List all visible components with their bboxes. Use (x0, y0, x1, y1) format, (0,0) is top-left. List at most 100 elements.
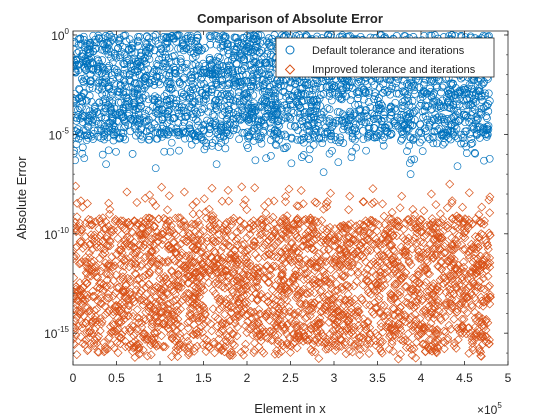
marker-default (267, 42, 275, 50)
marker-default (217, 139, 225, 147)
marker-default (175, 78, 184, 86)
marker-default (228, 65, 237, 74)
marker-default (222, 62, 231, 71)
marker-default (297, 92, 305, 101)
marker-default (265, 64, 274, 73)
marker-default (273, 117, 282, 126)
marker-default (359, 113, 368, 122)
marker-default (240, 85, 249, 94)
marker-default (89, 115, 98, 124)
marker-default (259, 127, 268, 136)
marker-default (328, 84, 337, 92)
marker-default (239, 57, 248, 65)
marker-default (101, 32, 110, 40)
marker-default (100, 130, 109, 139)
marker-default (215, 95, 224, 104)
marker-default (73, 149, 78, 158)
marker-default (271, 140, 280, 149)
marker-default (374, 129, 383, 138)
marker-default (346, 113, 355, 121)
marker-default (98, 78, 106, 87)
marker-default (383, 127, 392, 136)
marker-default (271, 89, 280, 98)
marker-default (271, 79, 280, 88)
marker-default (433, 139, 441, 148)
marker-default (144, 116, 153, 124)
marker-default (386, 114, 394, 123)
marker-default (137, 135, 146, 144)
marker-default (456, 88, 465, 96)
marker-default (240, 95, 249, 104)
marker-default (339, 139, 348, 147)
marker-default (259, 84, 268, 93)
marker-default (104, 83, 113, 91)
marker-default (105, 84, 114, 93)
marker-default (467, 135, 476, 143)
marker-default (293, 108, 302, 117)
marker-default (287, 134, 296, 143)
marker-default (159, 128, 168, 137)
marker-default (102, 90, 111, 98)
marker-default (121, 121, 130, 130)
marker-default (144, 95, 153, 104)
marker-default (265, 38, 274, 47)
marker-default (75, 84, 83, 93)
marker-default (219, 47, 228, 56)
marker-default (120, 123, 128, 132)
marker-default (359, 135, 368, 144)
marker-default (96, 62, 104, 71)
marker-default (224, 66, 232, 74)
marker-default (328, 123, 336, 132)
marker-default (188, 83, 197, 91)
marker-default (265, 59, 274, 68)
marker-default (281, 114, 290, 123)
marker-default (154, 67, 163, 76)
marker-default (306, 107, 314, 116)
marker-default (253, 117, 262, 126)
marker-default (83, 40, 91, 48)
marker-default (368, 109, 377, 118)
marker-default (286, 115, 295, 123)
marker-default (399, 87, 407, 96)
marker-default (327, 135, 336, 144)
marker-default (162, 89, 171, 98)
marker-default (427, 93, 436, 101)
marker-default (475, 134, 484, 142)
marker-default (338, 115, 346, 124)
marker-default (311, 124, 320, 133)
marker-default (145, 132, 153, 140)
marker-default (435, 102, 443, 111)
marker-default (193, 128, 202, 137)
marker-default (419, 89, 427, 98)
marker-default (164, 106, 173, 115)
marker-default (109, 127, 117, 136)
marker-default (214, 67, 223, 76)
marker-default (438, 96, 447, 105)
marker-default (458, 86, 466, 95)
marker-default (93, 65, 102, 73)
marker-default (114, 87, 123, 96)
marker-default (211, 119, 220, 128)
marker-default (297, 153, 306, 161)
marker-default (123, 54, 131, 63)
marker-default (78, 143, 87, 152)
marker-default (483, 129, 492, 138)
marker-default (318, 113, 327, 122)
marker-default (285, 113, 294, 122)
marker-default (205, 53, 214, 62)
marker-default (109, 130, 118, 139)
marker-default (378, 101, 387, 110)
marker-default (157, 44, 165, 53)
marker-default (254, 132, 263, 141)
marker-default (396, 113, 405, 122)
marker-default (266, 124, 275, 133)
marker-default (300, 134, 309, 142)
marker-default (454, 117, 463, 126)
marker-default (148, 94, 157, 103)
marker-default (406, 133, 415, 142)
marker-default (352, 127, 360, 136)
marker-default (325, 115, 334, 123)
marker-default (73, 68, 80, 77)
marker-default (186, 34, 195, 42)
marker-default (114, 90, 123, 99)
